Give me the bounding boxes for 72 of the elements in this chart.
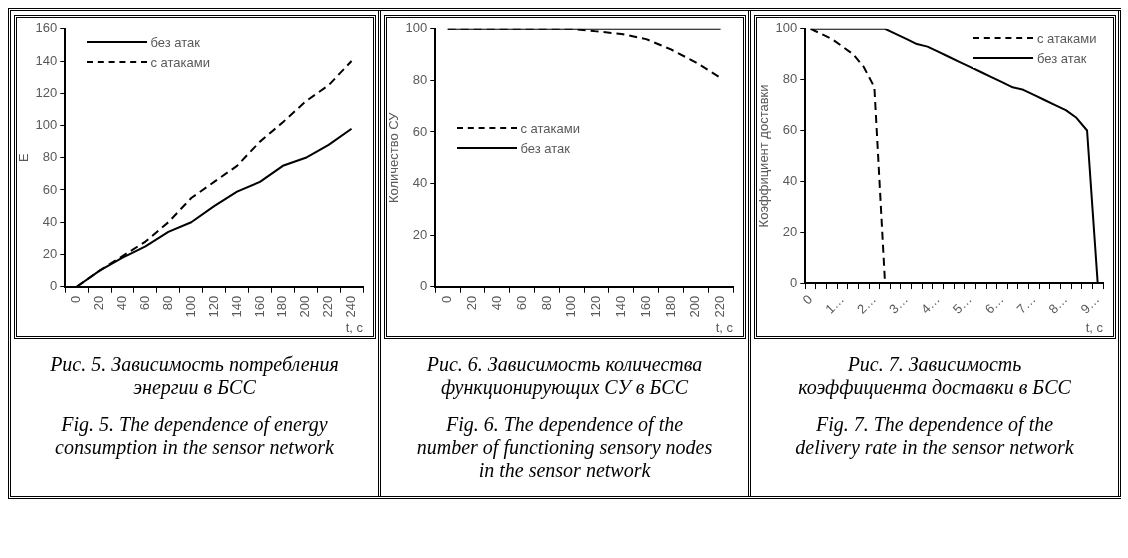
x-tick-label: 0 bbox=[67, 295, 83, 303]
x-tick-label: 2… bbox=[853, 291, 879, 317]
x-tick-label: 100 bbox=[562, 295, 578, 318]
x-tick-label: 100 bbox=[182, 295, 198, 318]
x-axis-title: t, с bbox=[345, 319, 363, 335]
x-tick-label: 7… bbox=[1013, 291, 1039, 317]
x-tick-label: 120 bbox=[587, 295, 603, 318]
x-tick-label: 160 bbox=[637, 295, 653, 318]
x-tick-label: 60 bbox=[513, 295, 529, 311]
x-tick-label: 4… bbox=[917, 291, 943, 317]
y-tick-label: 140 bbox=[35, 52, 57, 68]
x-tick-label: 220 bbox=[711, 295, 727, 318]
text: Рис. 5. Зависимость потребления энергии в БСС bbox=[49, 353, 340, 399]
caption: Fig. 7. The dependence of the delivery rate in the sensor network bbox=[794, 413, 1075, 459]
x-tick-label: 5… bbox=[949, 291, 975, 317]
x-tick-label: 9… bbox=[1076, 291, 1102, 317]
x-tick-label: 0 bbox=[438, 295, 454, 303]
x-tick-label: 0 bbox=[799, 291, 815, 308]
y-axis-title: E bbox=[15, 153, 31, 163]
legend-label: без атак bbox=[520, 140, 570, 156]
x-tick-label: 40 bbox=[488, 295, 504, 311]
x-tick-label: 220 bbox=[319, 295, 335, 318]
y-tick-label: 20 bbox=[412, 226, 427, 242]
y-tick-label: 100 bbox=[405, 20, 427, 36]
text: Рис. 7. Зависимость коэффициента доставки в БСС bbox=[797, 353, 1072, 399]
caption: Fig. 6. The dependence of the number of functioning sensory nodes in the sensor network bbox=[415, 413, 714, 482]
legend-label: с атаками bbox=[150, 54, 210, 70]
x-tick-label: 20 bbox=[463, 295, 479, 311]
x-tick-label: 40 bbox=[113, 295, 129, 311]
y-tick-label: 60 bbox=[42, 181, 57, 197]
x-axis-title: t, с bbox=[715, 319, 733, 335]
x-tick-label: 120 bbox=[205, 295, 221, 318]
y-tick-label: 60 bbox=[782, 122, 797, 138]
y-tick-label: 100 bbox=[35, 117, 57, 133]
x-tick-label: 60 bbox=[136, 295, 152, 311]
x-tick-label: 80 bbox=[538, 295, 554, 311]
legend-label: с атаками bbox=[1037, 30, 1097, 46]
x-tick-label: 180 bbox=[662, 295, 678, 318]
legend-label: с атаками bbox=[520, 120, 580, 136]
x-tick-label: 180 bbox=[273, 295, 289, 318]
y-tick-label: 80 bbox=[412, 71, 427, 87]
x-tick-label: 20 bbox=[90, 295, 106, 311]
x-tick-label: 140 bbox=[612, 295, 628, 318]
y-tick-label: 40 bbox=[782, 172, 797, 188]
y-tick-label: 160 bbox=[35, 20, 57, 36]
y-axis-title: Коэффициент доставки bbox=[755, 84, 771, 228]
y-tick-label: 80 bbox=[42, 149, 57, 165]
y-tick-label: 20 bbox=[42, 246, 57, 262]
y-tick-label: 40 bbox=[42, 213, 57, 229]
x-tick-label: 6… bbox=[981, 291, 1007, 317]
legend-label: без атак bbox=[150, 34, 200, 50]
x-tick-label: 8… bbox=[1045, 291, 1070, 317]
x-tick-label: 200 bbox=[686, 295, 702, 318]
x-tick-label: 3… bbox=[885, 291, 911, 317]
x-axis-title: t, с bbox=[1085, 319, 1103, 335]
y-tick-label: 100 bbox=[775, 20, 797, 36]
x-tick-label: 160 bbox=[251, 295, 267, 318]
legend-label: без атак bbox=[1037, 50, 1087, 66]
text: Рис. 6. Зависимость количества функционирующих СУ в БСС bbox=[425, 353, 704, 399]
caption: Fig. 5. The dependence of energy consumption in the sensor network bbox=[54, 413, 335, 459]
y-axis-title: Количество СУ bbox=[385, 111, 401, 204]
y-tick-label: 20 bbox=[782, 223, 797, 239]
x-tick-label: 200 bbox=[296, 295, 312, 318]
y-tick-label: 80 bbox=[782, 71, 797, 87]
x-tick-label: 240 bbox=[342, 295, 358, 318]
x-tick-label: 1… bbox=[821, 291, 847, 317]
y-tick-label: 0 bbox=[789, 274, 797, 290]
y-tick-label: 60 bbox=[412, 123, 427, 139]
x-tick-label: 140 bbox=[228, 295, 244, 318]
y-tick-label: 120 bbox=[35, 84, 57, 100]
y-tick-label: 40 bbox=[412, 175, 427, 191]
x-tick-label: 80 bbox=[159, 295, 175, 311]
